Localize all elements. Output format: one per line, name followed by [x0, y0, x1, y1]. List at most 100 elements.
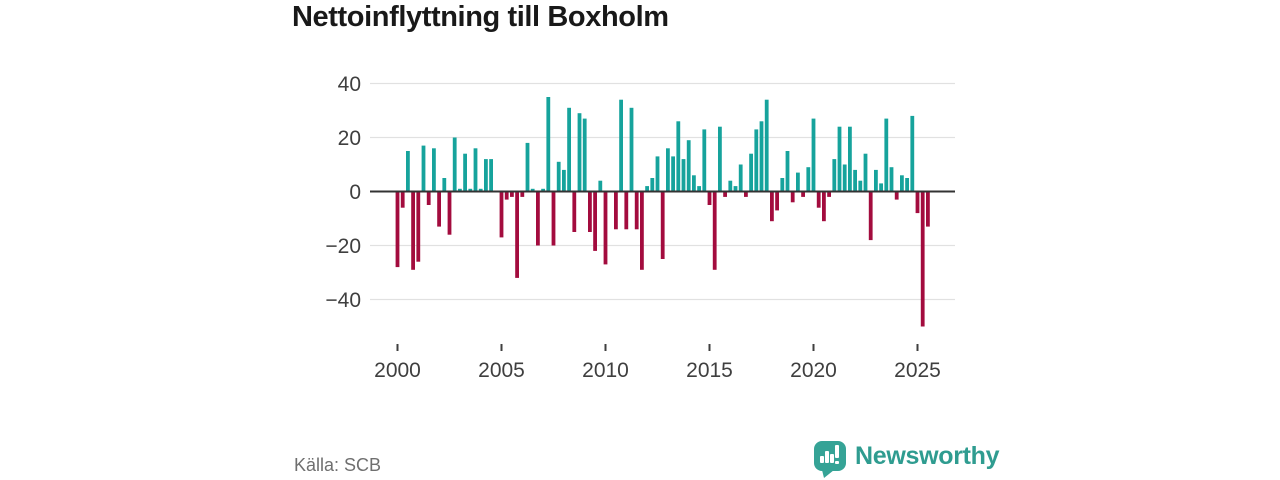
bar [749, 153, 753, 192]
bar [775, 191, 779, 211]
bar [738, 164, 743, 192]
bar [400, 191, 405, 208]
bar [515, 191, 519, 278]
bar [816, 191, 821, 208]
bar [624, 191, 629, 230]
bar [785, 151, 790, 192]
bar [863, 153, 868, 192]
bar [556, 161, 561, 192]
bar [884, 118, 889, 192]
bar [629, 107, 634, 192]
bar [645, 186, 649, 192]
bar [634, 191, 639, 230]
bar [650, 178, 655, 192]
bar [770, 191, 774, 222]
bar [832, 159, 837, 192]
bar [458, 188, 462, 192]
bar [842, 164, 847, 192]
bar [920, 191, 925, 327]
logo-bar-icon [830, 454, 834, 463]
bar [894, 191, 899, 200]
bar [915, 191, 920, 214]
newsworthy-wordmark: Newsworthy [855, 442, 1000, 470]
bar [395, 191, 400, 268]
bar [530, 188, 535, 192]
bar [442, 178, 447, 192]
bar [432, 148, 436, 192]
bar [806, 167, 811, 192]
bar [541, 188, 545, 192]
bar [754, 129, 759, 192]
x-axis-label: 2010 [582, 359, 629, 382]
bar [551, 191, 556, 246]
bar [619, 99, 623, 192]
logo-exclamation-icon [835, 445, 839, 458]
bar [702, 129, 707, 192]
x-axis-label: 2005 [478, 359, 525, 382]
y-axis-label: 0 [349, 181, 361, 204]
bar [796, 172, 800, 192]
bar [406, 151, 410, 192]
chart-title: Nettoinflyttning till Boxholm [292, 1, 669, 33]
bar [421, 145, 426, 192]
bar [603, 191, 608, 265]
bar [764, 99, 769, 192]
bar [801, 191, 805, 197]
bar [520, 191, 525, 197]
bar [692, 175, 696, 192]
bar [437, 191, 441, 227]
bar [546, 97, 551, 192]
bar [484, 159, 488, 192]
bar [593, 191, 597, 251]
bar [780, 178, 785, 192]
bar [858, 180, 863, 192]
newsworthy-logo-icon [814, 441, 846, 471]
bar [718, 126, 722, 192]
y-axis-label: 20 [338, 127, 361, 150]
bar [510, 191, 514, 197]
bar [686, 140, 691, 192]
bar [733, 186, 738, 192]
bar [827, 191, 831, 197]
bar [463, 153, 467, 192]
y-axis-label: −20 [325, 235, 361, 258]
logo-speech-tail [822, 470, 834, 478]
x-axis-label: 2020 [790, 359, 837, 382]
logo-bar-icon [825, 451, 829, 463]
bar [577, 113, 582, 192]
bar [848, 126, 852, 192]
bar [562, 169, 566, 192]
x-axis-label: 2000 [374, 359, 421, 382]
bar [660, 191, 665, 259]
bar [879, 183, 883, 192]
bar [489, 159, 493, 192]
bar [655, 156, 660, 192]
newsworthy-logo: Newsworthy [814, 441, 1054, 479]
bar [853, 169, 857, 192]
x-axis-label: 2025 [894, 359, 941, 382]
bar [905, 178, 909, 192]
bar [707, 191, 712, 205]
bar [504, 191, 509, 200]
bar [447, 191, 452, 235]
bar [468, 188, 473, 192]
bar [588, 191, 592, 232]
bar [697, 186, 701, 192]
bar [868, 191, 873, 241]
bar [874, 169, 878, 192]
bar [811, 118, 816, 192]
bar [567, 107, 571, 192]
bar [499, 191, 504, 238]
bar [525, 142, 530, 192]
bar [712, 191, 717, 270]
x-axis-label: 2015 [686, 359, 733, 382]
bar [426, 191, 431, 205]
bar [478, 188, 483, 192]
bar [889, 167, 894, 192]
bar [416, 191, 421, 262]
bar [536, 191, 540, 246]
bar [681, 159, 686, 192]
y-axis-label: −40 [325, 289, 361, 312]
logo-exclamation-dot-icon [835, 460, 839, 464]
